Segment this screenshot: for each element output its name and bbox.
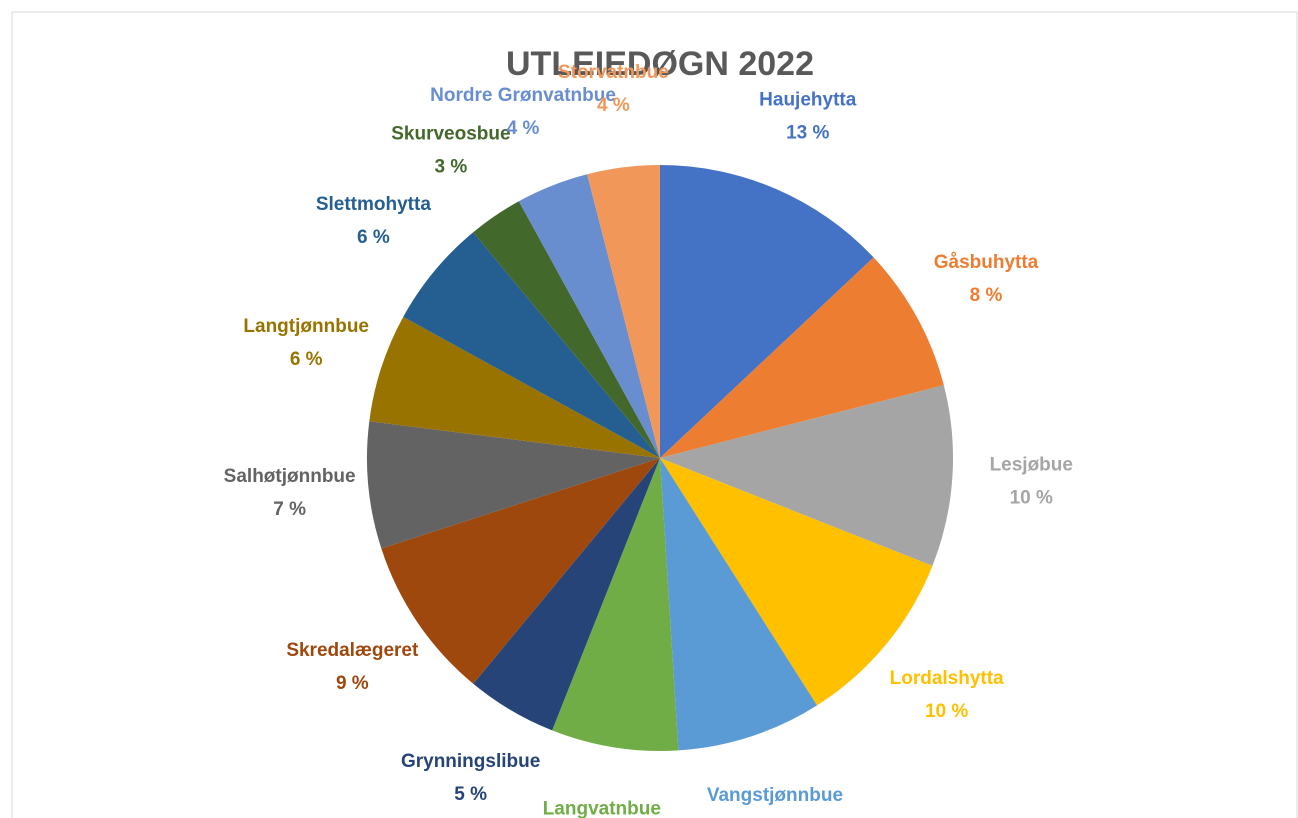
slice-label: Vangstjønnbue	[707, 785, 843, 806]
pie-slice	[366, 421, 660, 549]
slice-label: Nordre Grønvatnbue	[430, 85, 616, 106]
slice-label: Langtjønnbue	[243, 316, 369, 337]
pie-slice	[660, 458, 817, 751]
pie-slice	[660, 165, 874, 458]
slice-label: Grynningslibue	[401, 751, 540, 772]
slice-value-label: 4 %	[597, 95, 630, 116]
slice-label: Salhøtjønnbue	[224, 466, 356, 487]
slice-label: Haujehytta	[759, 90, 857, 111]
slice-label: Storvatnbue	[558, 62, 669, 83]
slice-value-label: 10 %	[1010, 487, 1053, 508]
pie-slice	[660, 458, 933, 706]
pie-slice	[473, 201, 660, 459]
slice-value-label: 6 %	[290, 349, 323, 370]
slice-label: Lordalshytta	[890, 668, 1004, 689]
pie-slice	[381, 458, 660, 684]
pie-slice	[518, 174, 660, 458]
slice-value-label: 10 %	[925, 701, 968, 722]
slice-label: Lesjøbue	[990, 454, 1073, 475]
slice-value-label: 6 %	[357, 227, 390, 248]
pie-slice	[552, 458, 679, 751]
slice-value-label: 9 %	[336, 673, 369, 694]
pie-slice	[403, 232, 660, 458]
slice-label: Skurveosbue	[391, 123, 510, 144]
slice-value-label: 4 %	[507, 118, 540, 139]
slice-value-label: 5 %	[454, 784, 487, 805]
chart-title: UTLEIEDØGN 2022	[506, 45, 814, 83]
pie-slice	[473, 458, 660, 731]
slice-label: Langvatnbue	[543, 798, 661, 818]
slice-value-label: 3 %	[435, 156, 468, 177]
slice-value-label: 7 %	[273, 499, 306, 520]
slice-label: Skredalægeret	[286, 640, 419, 661]
pie-slice	[660, 257, 944, 458]
slice-label: Gåsbuhytta	[934, 252, 1039, 273]
pie-slice	[660, 385, 953, 566]
pie-slice	[369, 316, 660, 458]
slice-value-label: 8 %	[970, 285, 1003, 306]
slice-label: Slettmohytta	[316, 194, 432, 215]
slice-value-label: 13 %	[786, 123, 829, 144]
pie-slice	[587, 165, 660, 458]
